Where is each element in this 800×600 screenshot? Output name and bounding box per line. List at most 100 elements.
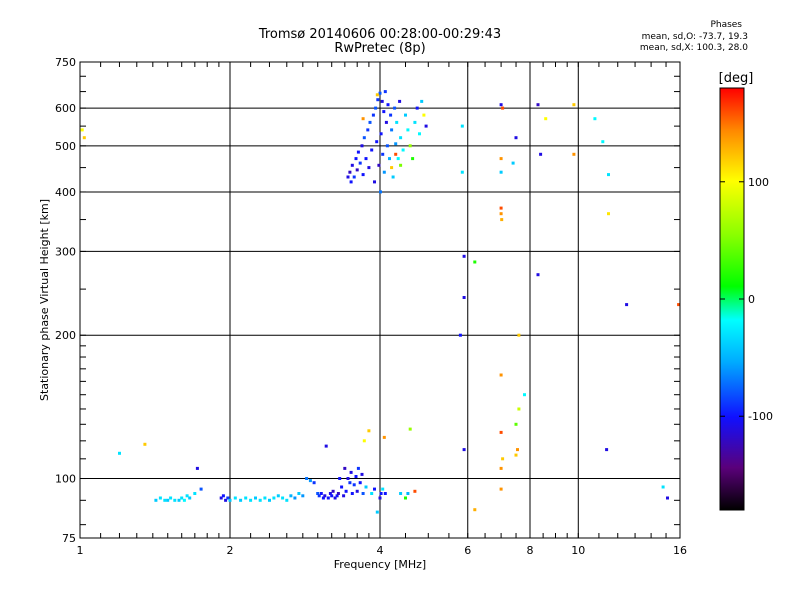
data-point	[514, 136, 518, 140]
data-point	[305, 477, 309, 480]
data-point	[391, 175, 395, 179]
data-point	[233, 496, 237, 500]
data-point	[166, 498, 170, 502]
data-point	[661, 485, 665, 489]
data-point	[390, 166, 394, 170]
y-tick-label: 300	[55, 245, 76, 258]
data-point	[326, 496, 330, 500]
data-point	[180, 496, 184, 500]
data-point	[355, 489, 359, 493]
data-point	[422, 113, 426, 117]
data-point	[361, 173, 365, 177]
data-point	[625, 303, 629, 307]
phases-x-stats: mean, sd,X: 100.3, 28.0	[639, 43, 748, 53]
data-point	[263, 496, 267, 500]
data-point	[381, 487, 385, 491]
data-point	[382, 110, 386, 114]
data-point	[356, 466, 360, 470]
data-point	[514, 453, 518, 457]
data-point	[473, 508, 477, 512]
data-point	[342, 494, 346, 498]
y-tick-label: 75	[62, 532, 76, 545]
data-point	[499, 487, 503, 491]
data-point	[358, 481, 362, 485]
axis-tick-labels: 1 2 4 6 8 10 16 75 100 200 300 400 500 600 750	[55, 56, 687, 557]
data-point	[677, 303, 681, 307]
colorbar-ticks: 100 0 -100	[720, 176, 773, 423]
x-tick-label: 8	[527, 544, 534, 557]
x-tick-label: 2	[227, 544, 234, 557]
data-point	[330, 494, 334, 498]
data-point	[219, 496, 223, 500]
data-point	[462, 448, 466, 452]
data-point	[346, 175, 350, 179]
data-point	[350, 492, 354, 495]
data-point	[460, 170, 464, 174]
data-point	[221, 494, 225, 498]
data-point	[408, 144, 412, 148]
data-point	[254, 496, 257, 500]
data-point	[343, 466, 347, 470]
data-point	[408, 427, 412, 431]
data-point	[258, 498, 262, 502]
data-point	[356, 150, 360, 154]
data-point	[177, 498, 181, 502]
data-point	[605, 448, 609, 452]
data-point	[348, 170, 352, 174]
data-point	[517, 333, 521, 337]
data-point	[226, 496, 230, 500]
data-point	[378, 496, 382, 500]
data-point	[420, 99, 424, 103]
data-point	[370, 492, 374, 495]
phases-title: Phases	[710, 20, 742, 30]
chart-title: Tromsø 20140606 00:28:00-00:29:43	[258, 27, 502, 42]
data-point	[413, 120, 417, 124]
data-point	[118, 451, 121, 455]
data-point	[390, 128, 394, 132]
data-point	[297, 492, 301, 495]
data-point	[415, 106, 419, 110]
data-point	[185, 494, 189, 498]
y-tick-label: 200	[55, 329, 76, 342]
data-point	[346, 477, 350, 480]
data-point	[360, 472, 364, 476]
phases-o-stats: mean, sd,O: -73.7, 19.3	[641, 32, 748, 42]
data-point	[352, 483, 356, 487]
data-point	[354, 475, 358, 478]
data-point	[499, 170, 503, 174]
data-point	[383, 492, 387, 495]
data-point	[375, 510, 379, 514]
x-tick-label: 16	[673, 544, 687, 557]
data-point	[199, 487, 203, 491]
data-point	[364, 485, 368, 489]
colorbar-tick-label: -100	[748, 410, 773, 423]
data-point	[338, 477, 342, 480]
data-point	[394, 152, 398, 156]
data-point	[163, 498, 167, 502]
data-point	[399, 163, 403, 167]
data-point	[293, 496, 297, 500]
data-point	[143, 442, 147, 446]
data-point	[268, 498, 271, 502]
data-point	[348, 481, 352, 485]
x-tick-label: 6	[464, 544, 471, 557]
data-point	[572, 103, 576, 107]
data-point	[362, 439, 366, 443]
data-point	[239, 498, 243, 502]
data-point	[389, 113, 393, 117]
data-point	[80, 128, 84, 132]
data-point	[317, 494, 321, 498]
data-point	[158, 496, 162, 500]
data-point	[384, 120, 388, 124]
data-point	[393, 106, 397, 110]
data-point	[399, 492, 403, 495]
y-tick-label: 500	[55, 140, 76, 153]
data-points	[80, 90, 681, 514]
y-tick-label: 600	[55, 102, 76, 115]
data-point	[281, 496, 285, 500]
data-point	[366, 128, 370, 132]
data-point	[394, 142, 398, 146]
y-tick-label: 400	[55, 186, 76, 199]
data-point	[368, 120, 372, 124]
